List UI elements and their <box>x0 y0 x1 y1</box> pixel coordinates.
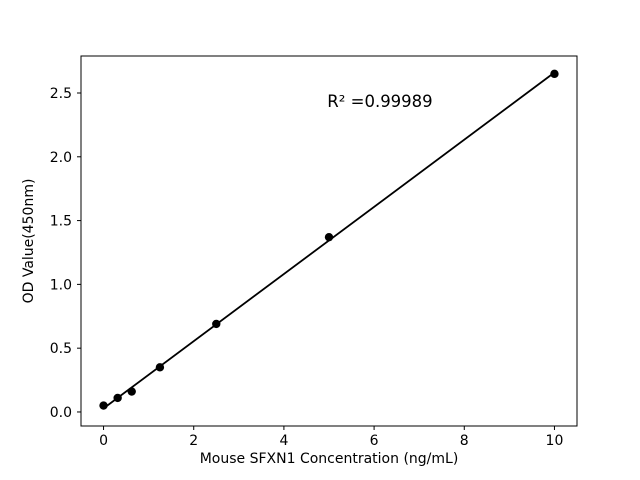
data-point <box>324 232 334 242</box>
x-tick-label: 0 <box>99 433 108 449</box>
y-tick-label: 0.5 <box>50 341 72 357</box>
data-point <box>550 69 559 79</box>
y-tick-label: 1.5 <box>50 214 72 230</box>
x-tick-label: 8 <box>460 433 469 449</box>
y-axis-label: OD Value(450nm) <box>21 179 37 304</box>
x-tick-label: 10 <box>546 433 564 449</box>
x-tick-label: 6 <box>370 433 379 449</box>
data-point <box>99 401 108 410</box>
x-tick-label: 2 <box>189 433 198 449</box>
x-axis-label: Mouse SFXN1 Concentration (ng/mL) <box>200 451 459 467</box>
r-squared-annotation: R² =0.99989 <box>327 92 432 111</box>
y-tick-label: 0.0 <box>50 405 72 421</box>
y-tick-label: 1.0 <box>50 277 72 293</box>
data-series <box>99 69 559 410</box>
data-point <box>113 393 122 403</box>
y-tick-label: 2.5 <box>50 86 72 102</box>
y-tick-label: 2.0 <box>50 150 72 166</box>
data-point <box>127 387 136 396</box>
plot-border <box>80 55 578 427</box>
data-point <box>212 319 221 329</box>
x-tick-label: 4 <box>279 433 288 449</box>
data-point <box>155 363 165 372</box>
axis-ticks: 0 2 4 6 8 10 0.0 0.5 1.0 1.5 2.0 2.5 <box>50 86 564 449</box>
